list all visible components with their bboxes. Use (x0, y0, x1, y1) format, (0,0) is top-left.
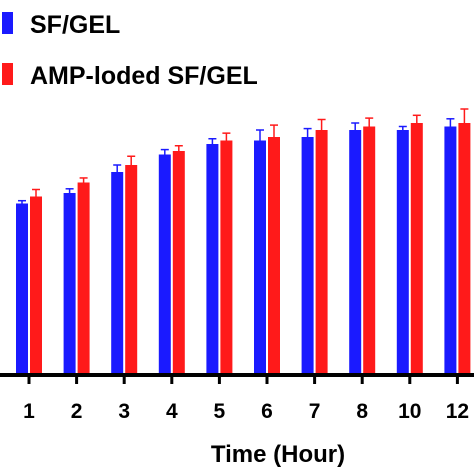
error-bar-amp-loded-sf-gel-7 (317, 118, 326, 130)
bar-amp-loded-sf-gel-10 (410, 123, 423, 375)
bar-amp-loded-sf-gel-7 (315, 130, 328, 375)
x-tick-label-6: 6 (261, 400, 273, 423)
bar-amp-loded-sf-gel-1 (30, 196, 42, 375)
error-bar-sf-gel-7 (303, 127, 312, 137)
bar-amp-loded-sf-gel-3 (125, 165, 138, 375)
error-bar-amp-loded-sf-gel-8 (365, 117, 374, 127)
bar-amp-loded-sf-gel-6 (268, 137, 280, 375)
x-tick-label-3: 3 (118, 400, 130, 423)
bar-sf-gel-5 (206, 144, 219, 375)
legend: SF/GEL AMP-loded SF/GEL (2, 11, 258, 90)
error-bar-amp-loded-sf-gel-12 (460, 108, 469, 123)
error-bar-sf-gel-12 (446, 118, 455, 127)
bar-sf-gel-10 (396, 130, 409, 375)
error-bar-sf-gel-8 (351, 122, 360, 130)
x-tick-label-12: 12 (446, 400, 469, 423)
x-axis-label: Time (Hour) (211, 441, 345, 468)
legend-swatch-sf-gel (2, 12, 13, 34)
error-bars-group (18, 108, 469, 204)
bar-sf-gel-12 (444, 126, 457, 375)
x-tick-label-10: 10 (398, 400, 421, 423)
legend-label-sf-gel: SF/GEL (30, 11, 120, 39)
error-bar-amp-loded-sf-gel-5 (222, 132, 231, 141)
error-bar-amp-loded-sf-gel-2 (79, 177, 88, 183)
bar-sf-gel-1 (16, 203, 28, 375)
x-tick-label-7: 7 (309, 400, 321, 423)
error-bar-sf-gel-6 (256, 129, 264, 141)
x-tick-label-2: 2 (71, 400, 83, 423)
x-tick-label-8: 8 (356, 400, 368, 423)
error-bar-sf-gel-4 (160, 148, 169, 155)
error-bar-amp-loded-sf-gel-3 (127, 155, 136, 165)
bar-sf-gel-7 (301, 137, 314, 375)
error-bar-amp-loded-sf-gel-6 (270, 124, 278, 137)
x-tick-label-5: 5 (214, 400, 226, 423)
bar-sf-gel-2 (63, 193, 76, 375)
error-bar-amp-loded-sf-gel-1 (32, 188, 40, 197)
bar-sf-gel-6 (254, 140, 266, 375)
x-tick-label-1: 1 (23, 400, 35, 423)
x-ticks-group (27, 375, 459, 384)
bars-group (16, 123, 471, 375)
error-bar-sf-gel-3 (113, 164, 122, 172)
error-bar-sf-gel-1 (18, 199, 26, 204)
error-bar-sf-gel-2 (65, 188, 74, 193)
error-bar-amp-loded-sf-gel-10 (412, 114, 421, 123)
legend-swatch-amp-loded-sf-gel (2, 63, 13, 85)
x-tick-labels-group: 1 2 3 4 5 6 7 8 10 12 (23, 400, 469, 423)
bar-amp-loded-sf-gel-8 (363, 126, 376, 375)
bar-amp-loded-sf-gel-12 (458, 123, 471, 375)
x-tick-label-4: 4 (166, 400, 178, 423)
bar-amp-loded-sf-gel-4 (172, 151, 185, 375)
bar-sf-gel-4 (158, 154, 171, 375)
legend-label-amp-loded-sf-gel: AMP-loded SF/GEL (30, 62, 258, 90)
error-bar-amp-loded-sf-gel-4 (174, 145, 183, 151)
bar-amp-loded-sf-gel-2 (77, 182, 90, 375)
error-bar-sf-gel-5 (208, 138, 217, 144)
bar-sf-gel-8 (349, 130, 362, 375)
error-bar-sf-gel-10 (398, 125, 407, 130)
bar-sf-gel-3 (111, 172, 124, 375)
bar-amp-loded-sf-gel-5 (220, 140, 233, 375)
